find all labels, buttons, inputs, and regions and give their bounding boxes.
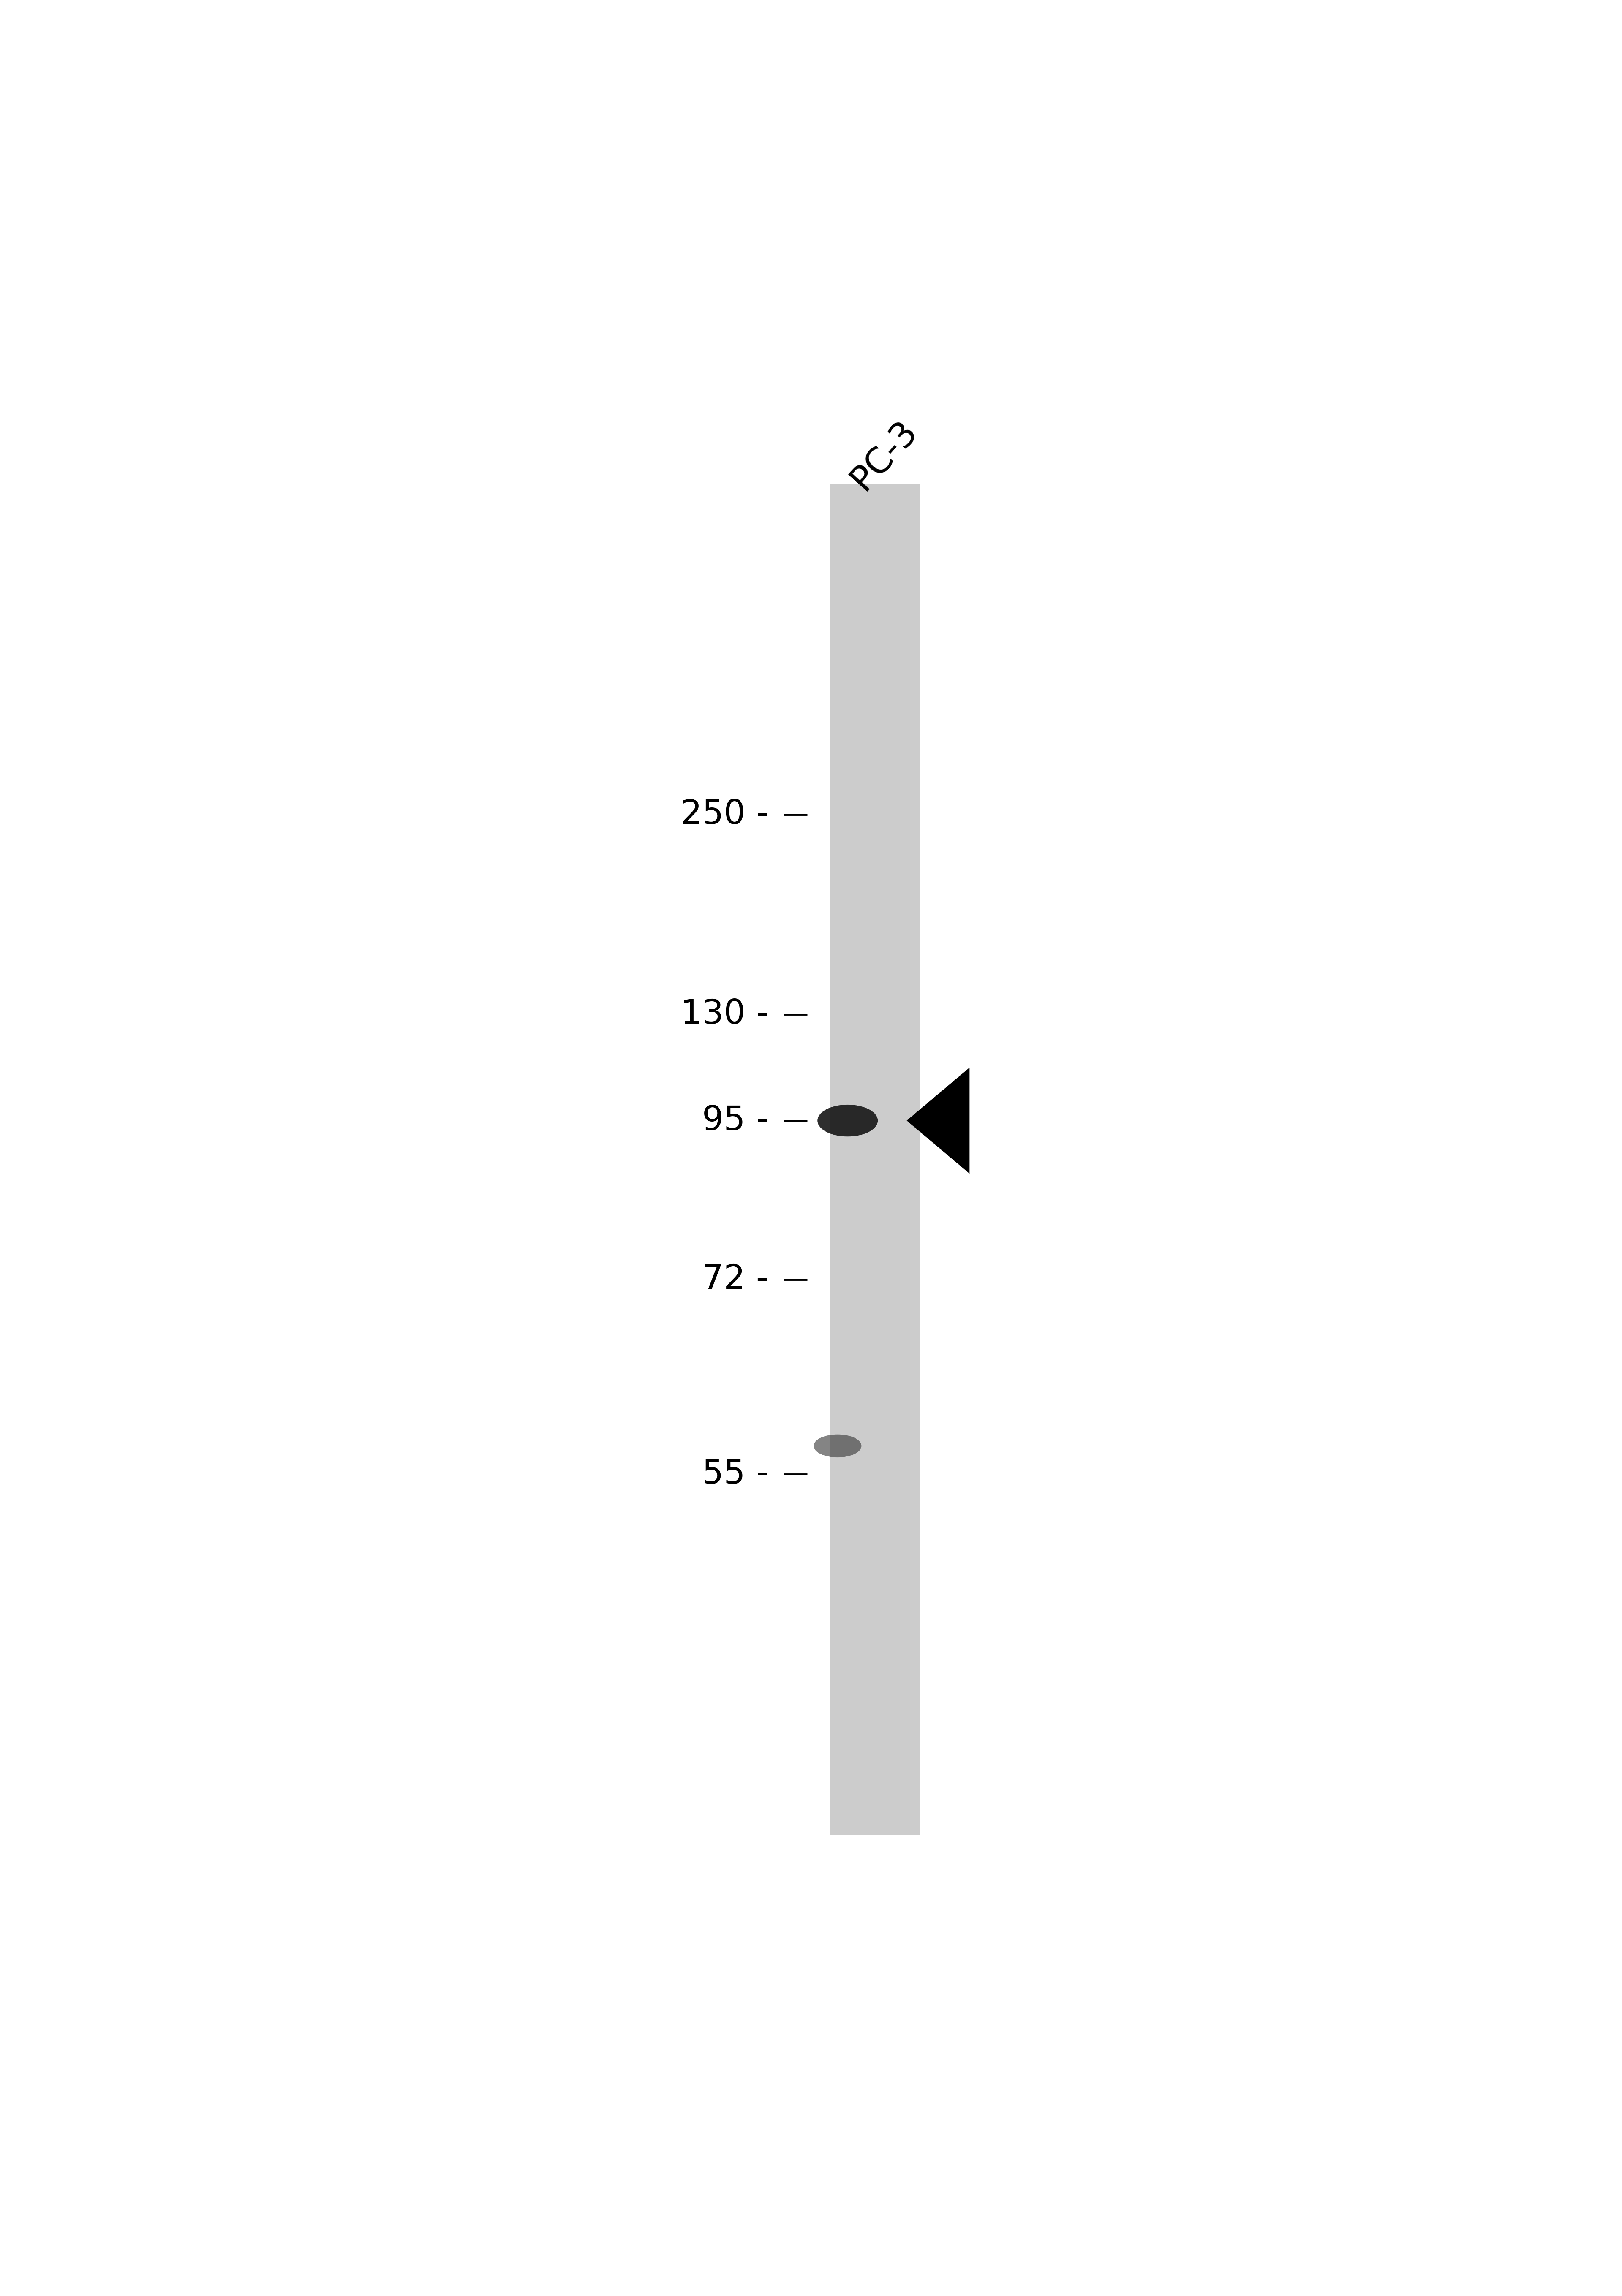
Text: 130 -: 130 - — [681, 999, 769, 1031]
Bar — [830, 484, 921, 1835]
Text: 95 -: 95 - — [702, 1104, 769, 1137]
Text: 55 -: 55 - — [702, 1458, 769, 1490]
Polygon shape — [907, 1068, 970, 1173]
Ellipse shape — [817, 1104, 878, 1137]
Ellipse shape — [814, 1435, 861, 1458]
Text: PC-3: PC-3 — [843, 413, 923, 496]
Text: 72 -: 72 - — [702, 1263, 769, 1297]
Text: 250 -: 250 - — [681, 799, 769, 831]
